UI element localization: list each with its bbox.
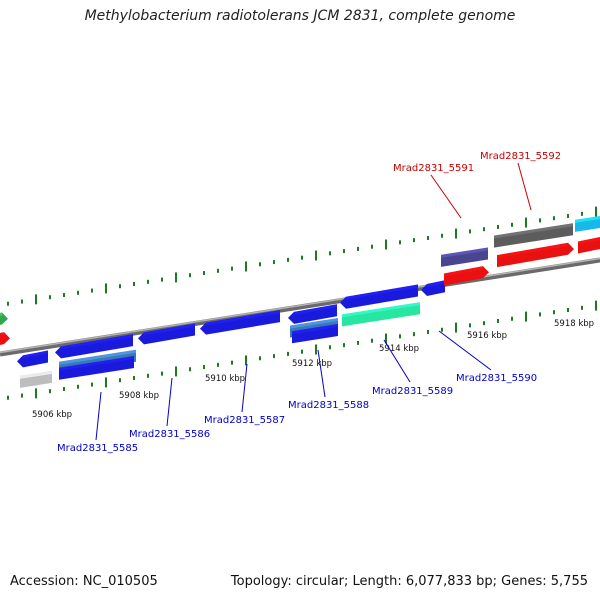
gene-label: Mrad2831_5588 <box>288 400 369 411</box>
gene-highlight <box>346 284 418 300</box>
callout-leader-line <box>166 377 173 427</box>
gene-feature-21 <box>578 236 600 254</box>
gene-callout-6: Mrad2831_5590 <box>438 330 537 384</box>
gene-highlight <box>497 243 568 259</box>
gene-feature-2 <box>0 332 10 345</box>
gene-callout-5: Mrad2831_5589 <box>372 339 453 397</box>
callout-leader-line <box>438 330 492 371</box>
gene-feature-1 <box>0 312 8 325</box>
gene-callout-3: Mrad2831_5587 <box>204 363 285 426</box>
gene-highlight <box>342 302 420 318</box>
map-title: Methylobacterium radiotolerans JCM 2831,… <box>84 8 516 24</box>
outer-scale-ticks <box>7 206 597 306</box>
gene-feature-12 <box>292 324 338 344</box>
gene-feature-9 <box>200 310 280 335</box>
gene-highlight <box>441 247 488 258</box>
scale-label: 5910 kbp <box>205 374 245 384</box>
gene-label: Mrad2831_5585 <box>57 443 138 454</box>
callout-leader-line <box>517 162 532 211</box>
gene-label: Mrad2831_5592 <box>480 151 561 162</box>
gene-feature-16 <box>441 247 488 267</box>
gene-callout-2: Mrad2831_5586 <box>129 377 210 440</box>
gene-feature-3 <box>17 350 48 368</box>
gene-body <box>497 242 574 268</box>
gene-label: Mrad2831_5589 <box>372 386 453 397</box>
inner-scale-ticks <box>7 300 597 400</box>
gene-callout-4: Mrad2831_5588 <box>288 349 369 411</box>
gene-feature-15 <box>421 280 445 297</box>
gene-callouts: Mrad2831_5585Mrad2831_5586Mrad2831_5587M… <box>57 151 561 454</box>
gene-highlight <box>292 324 338 335</box>
gene-body <box>444 266 489 286</box>
accession-text: Accession: NC_010505 <box>10 574 158 589</box>
gene-highlight <box>144 323 195 336</box>
backbone-highlight <box>0 257 600 354</box>
gene-highlight <box>59 349 136 365</box>
gene-label: Mrad2831_5590 <box>456 373 537 384</box>
callout-leader-line <box>383 339 411 383</box>
scale-label: 5906 kbp <box>32 410 72 420</box>
genome-backbone <box>0 257 600 357</box>
gene-highlight <box>575 216 600 223</box>
scale-labels: 5906 kbp 5908 kbp 5910 kbp 5912 kbp 5914 kbp… <box>32 319 594 420</box>
gene-feature-20 <box>575 216 600 232</box>
scale-label: 5912 kbp <box>292 359 332 369</box>
gene-feature-4 <box>20 370 52 388</box>
gene-highlight <box>0 312 2 317</box>
scale-label: 5914 kbp <box>379 344 419 354</box>
gene-highlight <box>206 310 280 326</box>
scale-label: 5916 kbp <box>467 331 507 341</box>
gene-highlight <box>61 334 133 350</box>
gene-highlight <box>494 223 573 239</box>
gene-feature-10 <box>288 304 337 324</box>
gene-highlight <box>427 280 445 288</box>
gene-feature-8 <box>138 323 195 345</box>
gene-feature-17 <box>444 266 489 286</box>
gene-callout-1: Mrad2831_5585 <box>57 391 138 454</box>
gene-highlight <box>59 356 134 371</box>
gene-label: Mrad2831_5587 <box>204 415 285 426</box>
gene-feature-13 <box>340 284 418 309</box>
callout-leader-line <box>430 174 462 219</box>
gene-feature-5 <box>55 334 133 359</box>
gene-feature-7 <box>59 356 134 380</box>
callout-leader-line <box>95 391 102 441</box>
gene-highlight <box>294 304 337 315</box>
scale-label: 5918 kbp <box>554 319 594 329</box>
gene-highlight <box>23 350 48 359</box>
gene-callout-7: Mrad2831_5591 <box>393 163 474 219</box>
gene-feature-18 <box>494 223 573 248</box>
backbone-line <box>0 257 600 357</box>
callout-leader-line <box>241 363 248 413</box>
gene-label: Mrad2831_5591 <box>393 163 474 174</box>
topology-summary: Topology: circular; Length: 6,077,833 bp… <box>230 574 588 589</box>
gene-highlight <box>0 332 4 337</box>
gene-callout-8: Mrad2831_5592 <box>480 151 561 211</box>
gene-highlight <box>578 237 600 245</box>
gene-feature-14 <box>342 302 420 327</box>
gene-label: Mrad2831_5586 <box>129 429 210 440</box>
gene-highlight <box>444 266 483 277</box>
gene-features <box>0 216 600 388</box>
scale-label: 5908 kbp <box>119 391 159 401</box>
callout-leader-line <box>317 349 326 398</box>
gene-highlight <box>290 318 338 329</box>
gene-feature-19 <box>497 242 574 268</box>
gene-highlight <box>20 370 52 379</box>
